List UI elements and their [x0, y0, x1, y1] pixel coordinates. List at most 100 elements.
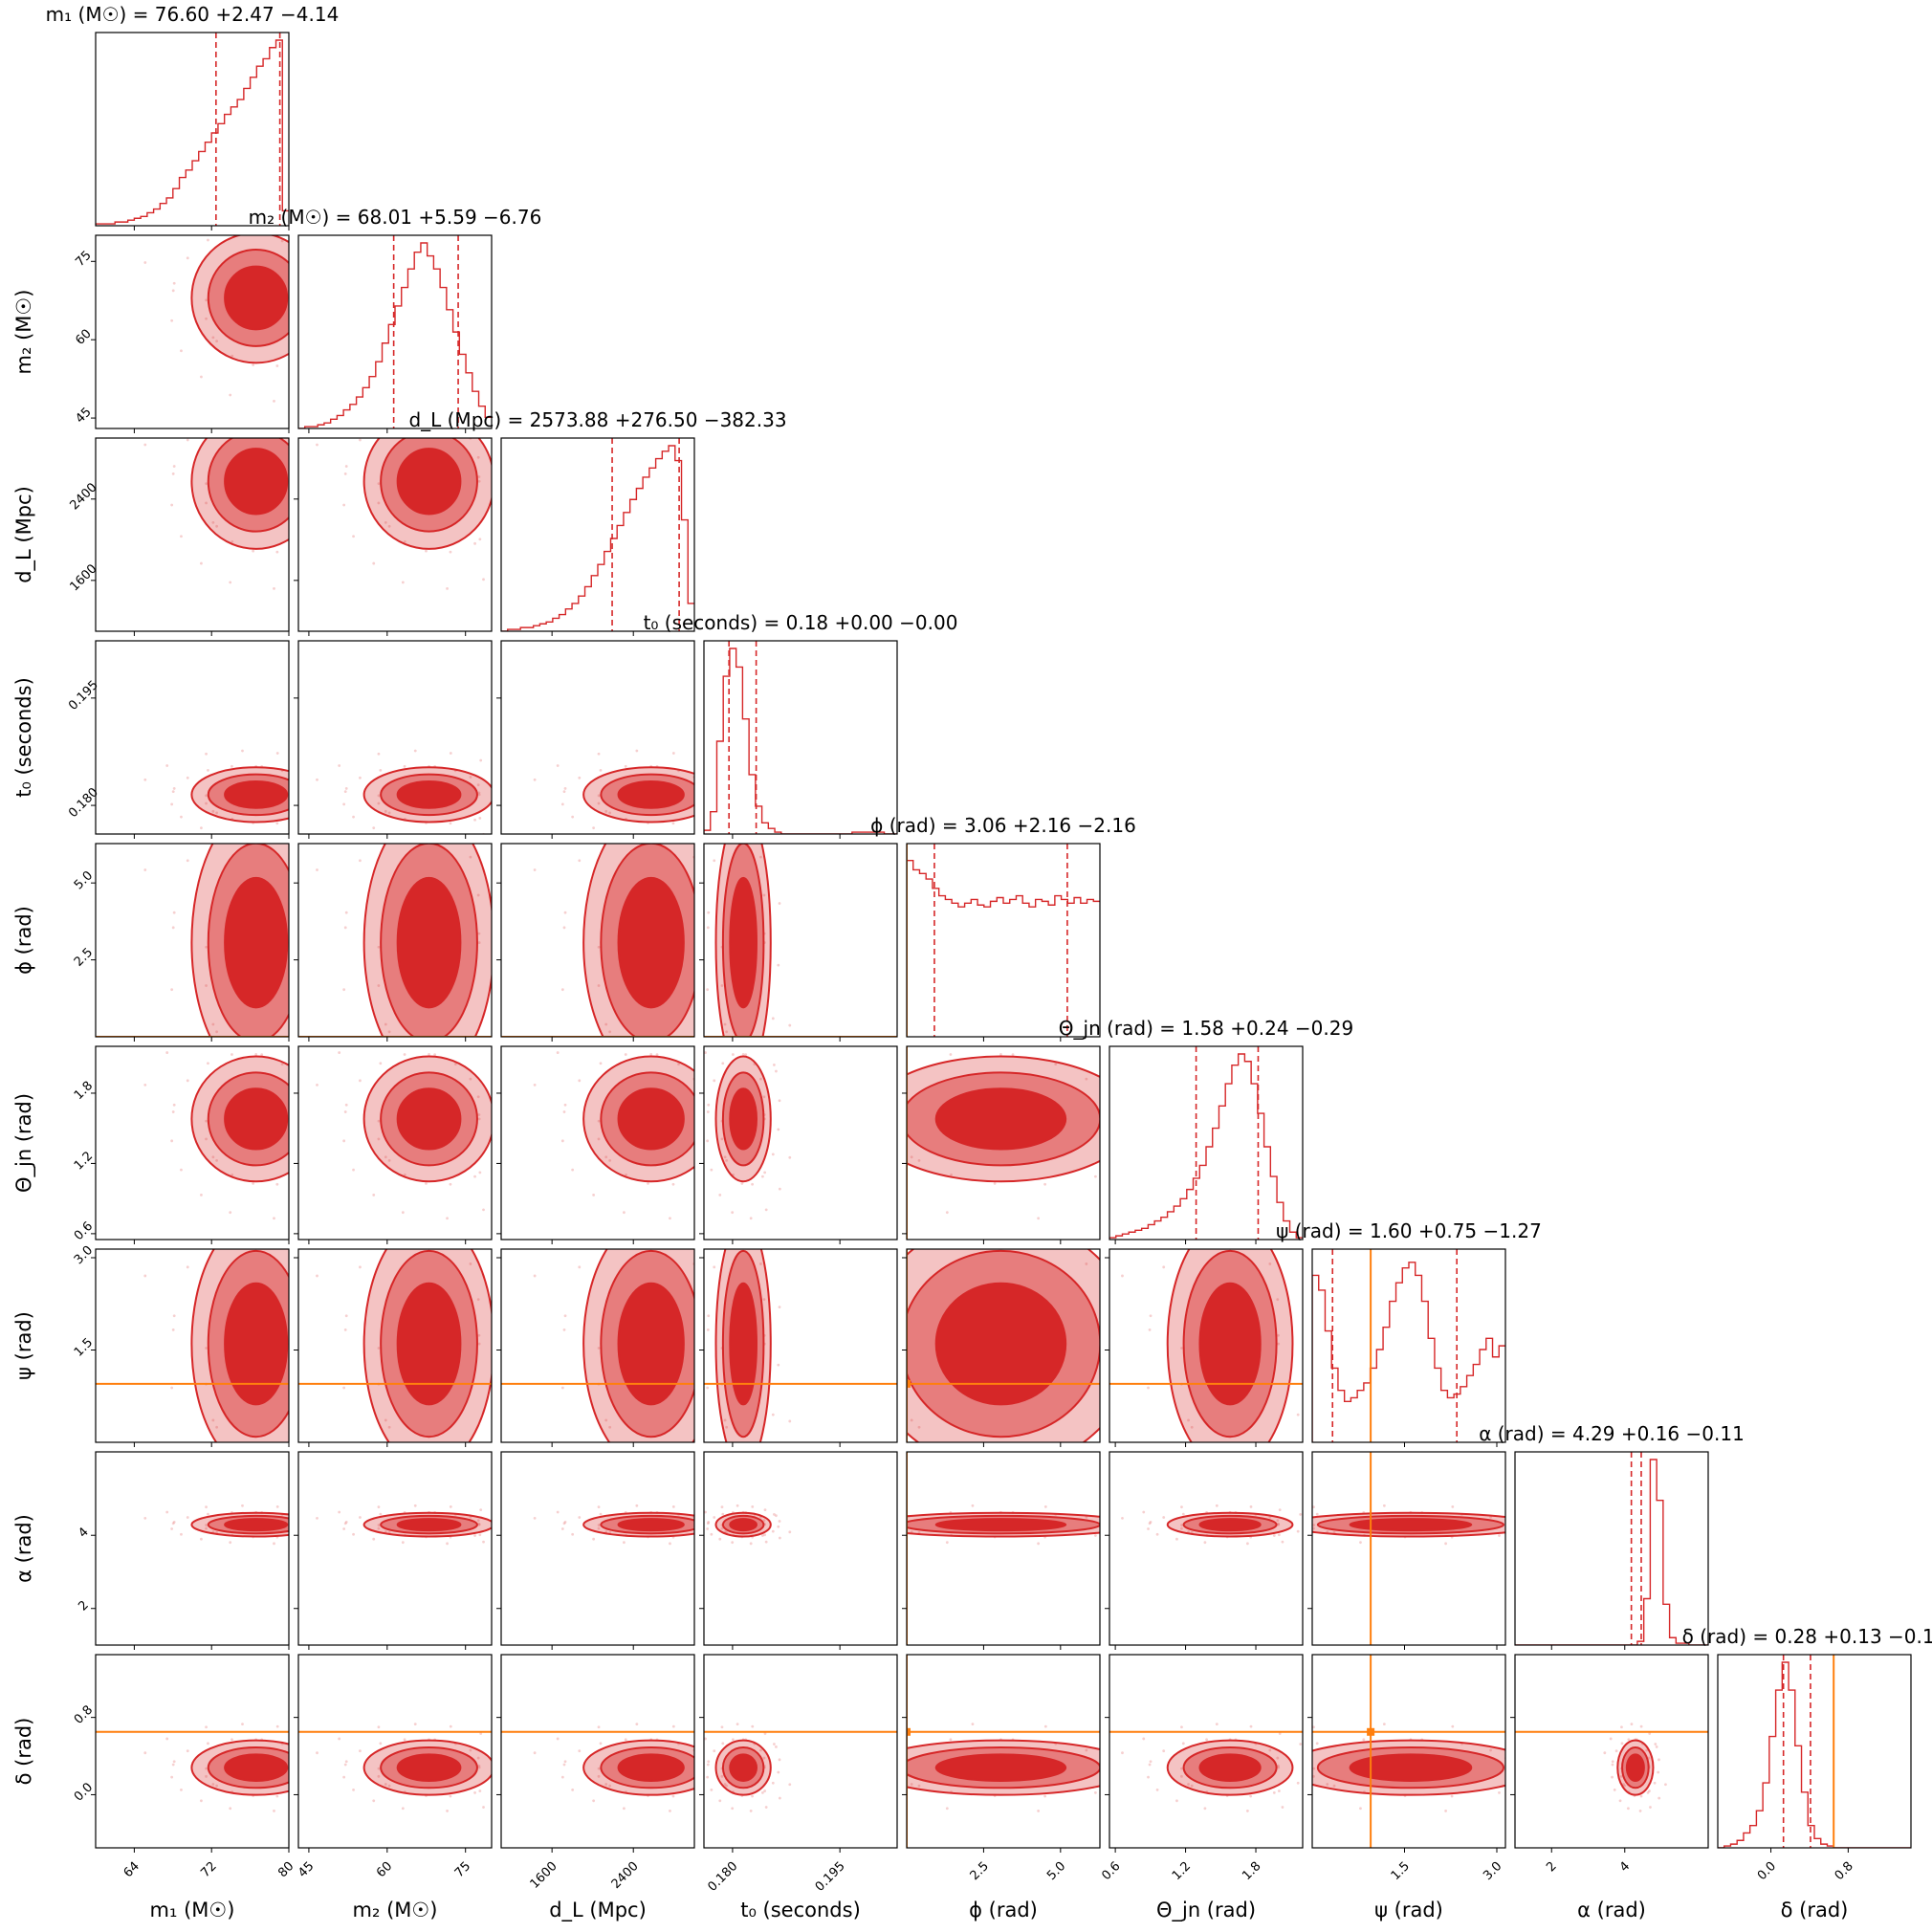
- sample-point: [677, 1063, 680, 1065]
- sample-point: [1570, 1526, 1572, 1528]
- sample-point: [165, 408, 168, 411]
- sample-point: [359, 438, 362, 442]
- sample-point: [694, 1751, 697, 1754]
- sample-point: [701, 1757, 704, 1760]
- sample-point: [477, 1113, 481, 1116]
- sample-point: [1507, 1533, 1510, 1536]
- sample-point: [186, 1079, 189, 1083]
- sample-point: [599, 1512, 603, 1516]
- sample-point: [425, 549, 428, 553]
- contour-inner-theta-delta: [1198, 1753, 1262, 1782]
- sample-point: [815, 1210, 818, 1213]
- sample-point: [1180, 1347, 1183, 1350]
- contour-inner-theta-alpha: [1198, 1518, 1262, 1532]
- sample-point: [669, 837, 671, 840]
- ylabel-theta: Θ_jn (rad): [12, 1093, 36, 1193]
- sample-point: [469, 1077, 472, 1081]
- sample-point: [1273, 1458, 1276, 1460]
- sample-point: [721, 823, 724, 825]
- sample-point: [273, 1217, 275, 1220]
- sample-point: [597, 1524, 601, 1526]
- sample-point: [1160, 1070, 1163, 1073]
- sample-point: [597, 945, 601, 949]
- sample-point: [211, 520, 215, 524]
- sample-point: [1171, 1129, 1174, 1131]
- sample-point: [303, 894, 306, 897]
- sample-point: [773, 1743, 776, 1745]
- sample-point: [1277, 1522, 1280, 1526]
- sample-point: [1506, 1523, 1509, 1526]
- sample-point: [697, 1065, 700, 1067]
- sample-point: [281, 1233, 284, 1236]
- sample-point: [515, 824, 517, 827]
- sample-point: [446, 1810, 449, 1812]
- sample-point: [273, 1810, 275, 1812]
- sample-point: [273, 399, 275, 403]
- sample-point: [231, 230, 233, 232]
- sample-point: [1121, 1751, 1124, 1755]
- sample-point: [511, 1771, 514, 1774]
- sample-point: [275, 1182, 279, 1186]
- sample-point: [972, 1018, 975, 1021]
- sample-point: [207, 1062, 209, 1065]
- sample-point: [592, 1495, 595, 1498]
- sample-point: [344, 1103, 348, 1107]
- sample-point: [172, 911, 176, 914]
- sample-point: [1180, 1524, 1183, 1526]
- sample-point: [498, 1414, 501, 1416]
- sample-point: [342, 1775, 346, 1779]
- sample-point: [207, 1512, 209, 1516]
- panel-frame: [297, 1451, 493, 1646]
- sample-point: [578, 1749, 582, 1753]
- sample-point: [706, 1527, 710, 1530]
- sample-point: [372, 1495, 375, 1498]
- sample-point: [720, 1526, 724, 1530]
- panel-frame: [500, 437, 695, 632]
- sample-point: [713, 1265, 716, 1269]
- sample-point: [479, 1732, 483, 1735]
- sample-point: [514, 1520, 516, 1523]
- sample-point: [571, 1444, 574, 1447]
- sample-point: [1281, 1806, 1284, 1809]
- sample-point: [1362, 1738, 1366, 1742]
- sample-point: [945, 1541, 949, 1545]
- sample-point: [352, 1532, 355, 1536]
- sample-point: [701, 1298, 704, 1301]
- sample-point: [1611, 1763, 1614, 1767]
- sample-point: [275, 1794, 279, 1798]
- sample-point: [275, 550, 279, 554]
- sample-point: [623, 1807, 626, 1811]
- panel-frame: [297, 437, 493, 632]
- contour-inner-dl-phi: [617, 876, 685, 1009]
- sample-point: [538, 1530, 540, 1533]
- sample-point: [635, 727, 638, 730]
- sample-point: [900, 1062, 903, 1065]
- sample-point: [304, 296, 307, 299]
- sample-point: [827, 1110, 830, 1113]
- sample-point: [950, 1173, 953, 1176]
- sample-point: [739, 1188, 742, 1191]
- sample-point: [1178, 1797, 1181, 1800]
- sample-point: [498, 809, 501, 812]
- sample-point: [694, 1517, 697, 1520]
- sample-point: [900, 1231, 903, 1234]
- sample-point: [788, 1023, 792, 1027]
- sample-point: [170, 988, 174, 992]
- sample-point: [1646, 1791, 1650, 1794]
- sample-point: [723, 1783, 727, 1786]
- sample-point: [449, 822, 452, 825]
- sample-point: [515, 1188, 517, 1191]
- sample-point: [671, 752, 675, 755]
- x-tick-label-psi: 1.5: [1389, 1859, 1413, 1883]
- sample-point: [469, 1262, 472, 1265]
- contour-inner-psi-alpha: [1349, 1518, 1473, 1532]
- panel-dl-phi: [496, 727, 700, 1067]
- sample-point: [338, 1051, 341, 1054]
- sample-point: [324, 1414, 327, 1416]
- sample-point: [710, 1050, 713, 1053]
- sample-point: [205, 200, 208, 203]
- sample-point: [304, 792, 307, 795]
- sample-point: [171, 289, 175, 293]
- sample-point: [1215, 1723, 1218, 1726]
